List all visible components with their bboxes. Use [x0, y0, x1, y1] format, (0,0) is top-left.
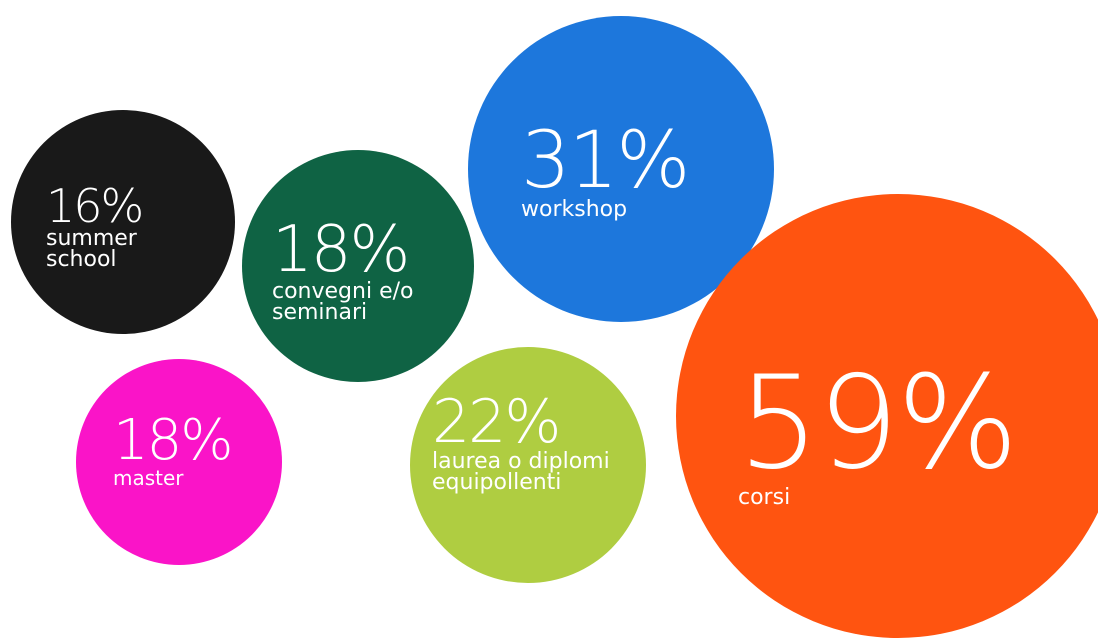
summer-school-percentage: 16% [46, 179, 144, 233]
workshop-label: workshop [521, 197, 628, 222]
bubble-convegni-seminari: 18% convegni e/o seminari [242, 150, 474, 382]
workshop-percentage: 31% [521, 116, 690, 206]
convegni-seminari-label: convegni e/o seminari [272, 279, 414, 325]
bubble-laurea-diplomi-content: 22% laurea o diplomi equipollenti [432, 392, 610, 494]
bubble-corsi: 59% corsi [676, 194, 1098, 638]
bubble-summer-school-content: 16% summer school [46, 179, 144, 272]
corsi-label: corsi [738, 485, 791, 510]
bubble-convegni-seminari-content: 18% convegni e/o seminari [272, 218, 413, 324]
laurea-diplomi-label: laurea o diplomi equipollenti [432, 449, 610, 495]
bubble-workshop-content: 31% workshop [521, 116, 690, 222]
bubble-master-content: 18% master [113, 408, 233, 490]
convegni-seminari-percentage: 18% [272, 213, 410, 287]
bubble-workshop: 31% workshop [468, 16, 774, 322]
master-percentage: 18% [113, 408, 233, 473]
bubble-summer-school: 16% summer school [11, 110, 235, 334]
summer-school-label: summer school [46, 226, 137, 272]
master-label: master [113, 466, 184, 490]
bubble-laurea-diplomi: 22% laurea o diplomi equipollenti [410, 347, 646, 583]
laurea-diplomi-percentage: 22% [432, 387, 561, 457]
bubble-master: 18% master [76, 359, 282, 565]
corsi-percentage: 59% [738, 349, 1018, 498]
bubble-corsi-content: 59% corsi [738, 349, 1018, 510]
